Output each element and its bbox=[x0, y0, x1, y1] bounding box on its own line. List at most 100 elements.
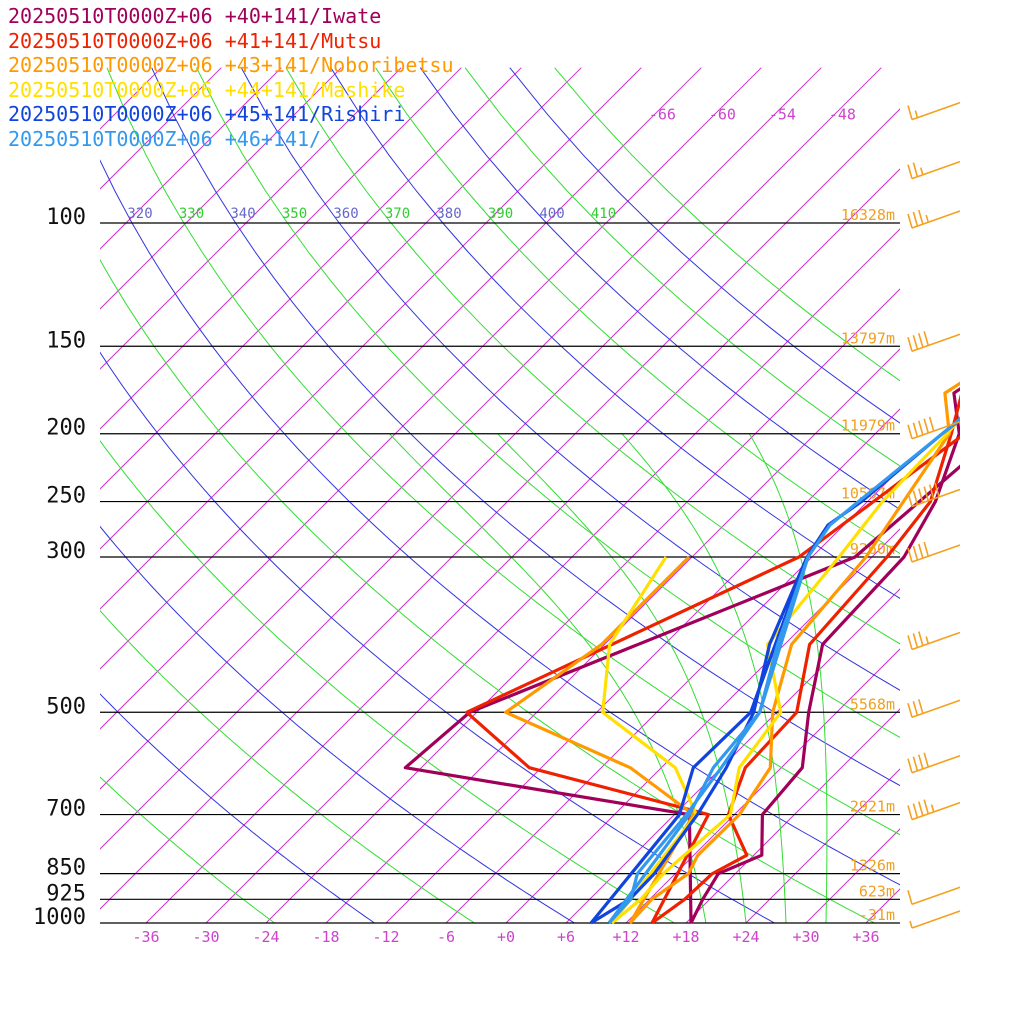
height-label-500: 5568m bbox=[850, 695, 895, 713]
dry-adiabat bbox=[100, 693, 375, 923]
height-label-1000: -31m bbox=[859, 906, 895, 924]
isotherm bbox=[100, 67, 462, 430]
temperature-axis: -36 -30 -24 -18 -12 -6 +0 +6 +12 +18 +24 +30 +36 -66 -… bbox=[127, 106, 879, 946]
dry-adiabat bbox=[106, 67, 900, 836]
plot-area bbox=[100, 67, 1024, 923]
wind-barb bbox=[907, 699, 961, 719]
temp-tick-label: +0 bbox=[497, 928, 515, 946]
dry-adiabat bbox=[100, 776, 275, 923]
pressure-label-1000: 1000 bbox=[33, 905, 86, 930]
wind-barb bbox=[907, 416, 961, 440]
theta-label: 350 bbox=[282, 206, 307, 222]
wind-barb bbox=[907, 209, 961, 229]
sounding-lines bbox=[403, 381, 960, 925]
isotherm bbox=[100, 67, 342, 310]
series-5-temperature bbox=[607, 416, 960, 925]
height-label-850: 1326m bbox=[850, 857, 895, 875]
dry-adiabat bbox=[100, 159, 900, 886]
isotherm bbox=[926, 68, 1024, 923]
dry-adiabat bbox=[100, 351, 775, 923]
dry-adiabat bbox=[464, 67, 900, 467]
wind-barb bbox=[907, 331, 961, 353]
isotherm bbox=[100, 67, 402, 370]
top-temp-label: -54 bbox=[769, 106, 796, 124]
temp-tick-label: -36 bbox=[132, 928, 159, 946]
moist-adiabat bbox=[621, 433, 787, 923]
pressure-label-150: 150 bbox=[46, 328, 86, 353]
legend-item-iwate: 20250510T0000Z+06 +40+141/Iwate bbox=[8, 4, 382, 28]
isotherm bbox=[385, 408, 900, 923]
temp-tick-label: -6 bbox=[437, 928, 455, 946]
theta-label: 380 bbox=[436, 206, 461, 222]
isotherm bbox=[100, 67, 642, 610]
dry-adiabat bbox=[285, 67, 900, 645]
dry-adiabat bbox=[375, 67, 900, 555]
pressure-label-300: 300 bbox=[46, 539, 86, 564]
pressure-label-200: 200 bbox=[46, 416, 86, 441]
height-label-200: 11979m bbox=[841, 417, 895, 435]
moist-adiabat bbox=[389, 433, 707, 923]
isotherm bbox=[100, 108, 900, 910]
isotherm bbox=[745, 768, 900, 923]
pressure-label-925: 925 bbox=[46, 881, 86, 906]
dry-adiabat bbox=[100, 609, 475, 923]
isotherm bbox=[100, 67, 282, 250]
isotherm bbox=[100, 67, 222, 190]
series-1-temperature bbox=[651, 394, 960, 925]
isotherm bbox=[100, 67, 702, 670]
isotherm bbox=[145, 168, 900, 923]
theta-label: 370 bbox=[385, 206, 410, 222]
temp-tick-label: +30 bbox=[792, 928, 819, 946]
gridlines bbox=[100, 67, 1024, 923]
wind-barb bbox=[907, 799, 961, 821]
wind-barb bbox=[907, 101, 961, 121]
temp-tick-label: +12 bbox=[612, 928, 639, 946]
wind-barbs bbox=[907, 101, 961, 929]
moist-adiabat bbox=[748, 433, 828, 923]
top-temp-label: -48 bbox=[829, 106, 856, 124]
theta-label: 390 bbox=[488, 206, 513, 222]
series-4-temperature bbox=[590, 417, 960, 925]
height-label-925: 623m bbox=[859, 882, 895, 900]
legend-item-mutsu: 20250510T0000Z+06 +41+141/Mutsu bbox=[8, 28, 382, 53]
legend-item-46-141: 20250510T0000Z+06 +46+141/ bbox=[8, 126, 322, 151]
pressure-label-850: 850 bbox=[46, 856, 86, 881]
series-5-dewpoint bbox=[607, 556, 810, 924]
theta-label: 410 bbox=[591, 206, 616, 222]
isotherm bbox=[100, 67, 882, 850]
legend: 20250510T0000Z+06 +40+141/Iwate 20250510… bbox=[8, 4, 454, 151]
temp-tick-label: -18 bbox=[312, 928, 339, 946]
isotherm bbox=[505, 528, 900, 923]
temp-tick-label: -30 bbox=[192, 928, 219, 946]
dry-adiabat bbox=[151, 67, 900, 787]
pressure-label-500: 500 bbox=[46, 694, 86, 719]
isotherm bbox=[685, 708, 900, 923]
top-temp-label: -60 bbox=[709, 106, 736, 124]
wind-barb bbox=[907, 160, 961, 180]
height-label-700: 2921m bbox=[850, 798, 895, 816]
dry-adiabat bbox=[554, 67, 900, 382]
theta-label: 320 bbox=[127, 206, 152, 222]
series-0-temperature bbox=[689, 387, 960, 924]
series-3-temperature bbox=[610, 415, 960, 925]
wind-barb bbox=[907, 752, 961, 774]
legend-item-rishiri: 20250510T0000Z+06 +45+141/Rishiri bbox=[8, 102, 406, 126]
dry-adiabat bbox=[196, 67, 900, 739]
temp-tick-label: +24 bbox=[732, 928, 759, 946]
temp-tick-label: +36 bbox=[852, 928, 879, 946]
temp-tick-label: +6 bbox=[557, 928, 575, 946]
wind-barb bbox=[907, 886, 961, 906]
isotherm bbox=[265, 288, 900, 923]
height-label-100: 16328m bbox=[841, 206, 895, 224]
series-1-dewpoint bbox=[465, 435, 960, 924]
isotherm bbox=[205, 228, 900, 923]
theta-label: 330 bbox=[179, 206, 204, 222]
dry-adiabat bbox=[100, 525, 575, 923]
height-label-150: 13797m bbox=[841, 329, 895, 347]
dry-adiabat bbox=[419, 67, 900, 511]
pressure-label-100: 100 bbox=[46, 205, 86, 230]
legend-item-noboribetsu: 20250510T0000Z+06 +43+141/Noboribetsu bbox=[8, 53, 454, 77]
dry-adiabat bbox=[100, 258, 875, 923]
